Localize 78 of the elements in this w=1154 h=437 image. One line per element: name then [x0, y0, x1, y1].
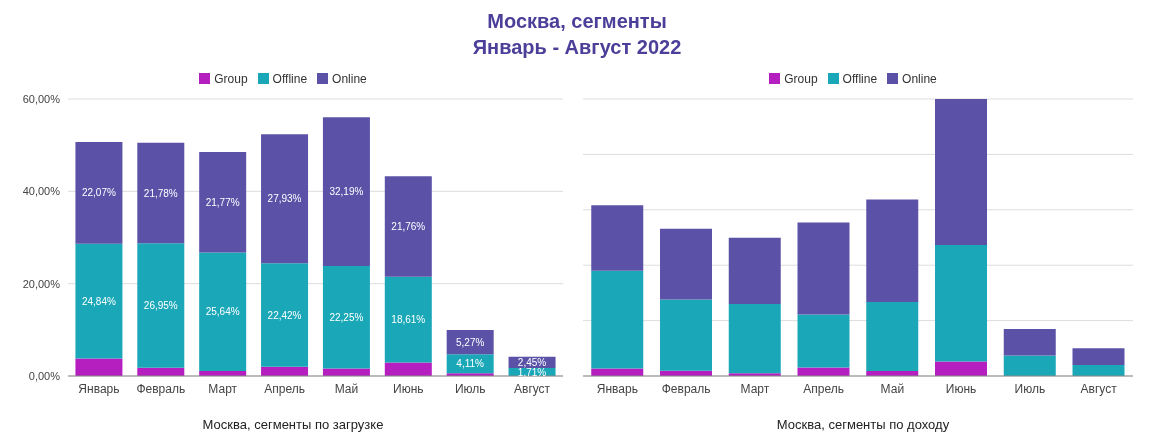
bar — [322, 265, 370, 369]
bar — [1072, 364, 1125, 376]
x-tick-label: Июнь — [393, 381, 424, 396]
chart-subtitle: Январь - Август 2022 — [471, 35, 683, 60]
x-tick-label: Июнь — [945, 381, 977, 396]
data-label: 22,25% — [329, 311, 364, 323]
y-tick-label: 60,00% — [22, 92, 61, 105]
x-tick-label: Январь — [78, 381, 120, 396]
bar — [75, 141, 123, 244]
bar — [384, 276, 432, 363]
bar — [137, 243, 185, 368]
bar — [660, 228, 712, 300]
bar — [797, 222, 850, 315]
bar — [728, 237, 781, 304]
x-tick-label: Август — [1080, 381, 1118, 396]
x-tick-label: Май — [334, 381, 359, 396]
data-label: 25,64% — [205, 306, 240, 318]
x-tick-label: Август — [514, 381, 551, 396]
x-tick-label: Март — [208, 381, 238, 396]
x-tick-label: Апрель — [264, 381, 305, 396]
data-label: 4,11% — [456, 358, 485, 370]
bar — [797, 314, 850, 368]
bar — [866, 302, 919, 372]
bar — [935, 99, 987, 245]
y-tick-label: 40,00% — [22, 185, 61, 198]
bar — [1072, 348, 1125, 365]
data-label: 21,78% — [143, 187, 178, 199]
x-axis-title: Москва, сегменты по доходу — [775, 417, 951, 432]
data-label: 21,77% — [205, 196, 240, 208]
data-label: 21,76% — [391, 221, 426, 233]
bar — [199, 152, 247, 253]
bar — [261, 134, 309, 264]
data-label: 2,45% — [517, 357, 547, 368]
data-label: 5,27% — [456, 336, 485, 348]
bar — [866, 199, 919, 303]
bar — [199, 252, 247, 371]
bar — [1003, 328, 1056, 356]
x-tick-label: Январь — [596, 381, 638, 396]
bar — [728, 303, 781, 374]
data-label: 22,42% — [267, 309, 302, 321]
x-tick-label: Февраль — [661, 381, 711, 396]
x-tick-label: Июль — [454, 381, 486, 396]
data-label: 24,84% — [81, 295, 116, 307]
x-tick-label: Июль — [1014, 381, 1046, 396]
legend-label: Offline — [272, 72, 308, 86]
x-tick-label: Апрель — [803, 381, 844, 396]
bar — [261, 263, 309, 367]
y-tick-label: 0,00% — [28, 369, 61, 382]
bar — [75, 358, 123, 376]
data-label: 32,19% — [329, 186, 364, 198]
bar — [1003, 355, 1056, 376]
bar — [322, 117, 370, 266]
x-tick-label: Март — [740, 381, 770, 396]
y-tick-label: 20,00% — [22, 277, 61, 290]
data-label: 26,95% — [143, 300, 178, 312]
data-label: 22,07% — [81, 187, 116, 199]
legend-label: Offline — [842, 72, 878, 86]
bar — [797, 367, 850, 376]
bar — [591, 205, 644, 271]
bar — [935, 361, 987, 376]
x-axis-title: Москва, сегменты по загрузке — [201, 417, 385, 432]
bar — [75, 243, 123, 359]
bar — [660, 299, 712, 371]
bar — [384, 176, 432, 277]
chart-title: Москва, сегменты — [486, 9, 668, 34]
legend-label: Group — [214, 72, 248, 86]
legend-label: Group — [784, 72, 818, 86]
bar — [137, 142, 185, 244]
legend-label: Online — [332, 72, 367, 86]
x-tick-label: Май — [880, 381, 905, 396]
x-tick-label: Февраль — [136, 381, 186, 396]
bar — [384, 362, 432, 376]
data-label: 1,71% — [517, 366, 547, 378]
bar — [591, 270, 644, 369]
legend-label: Online — [902, 72, 937, 86]
bar — [935, 244, 987, 362]
data-label: 18,61% — [391, 314, 426, 326]
data-label: 27,93% — [267, 193, 302, 205]
